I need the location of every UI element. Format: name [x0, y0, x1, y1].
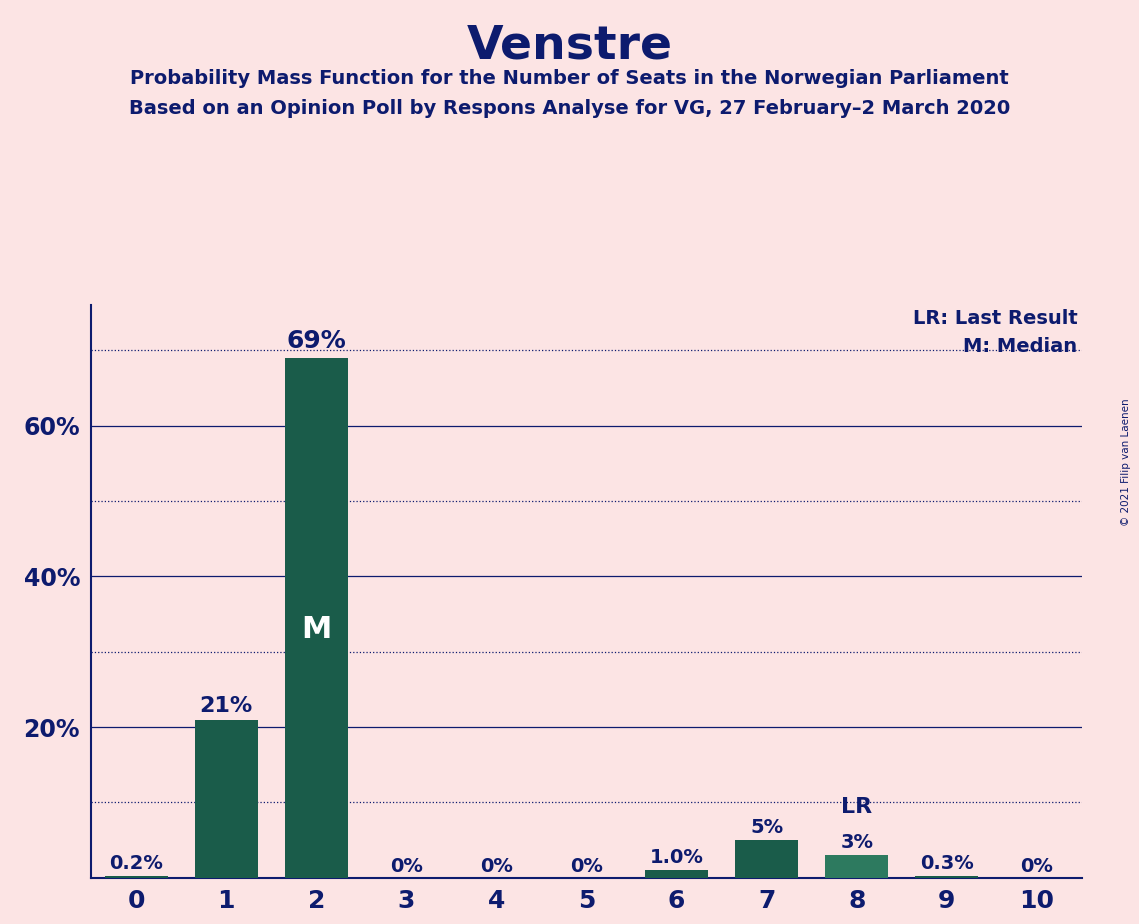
Text: 3%: 3%	[841, 833, 874, 852]
Text: 0%: 0%	[571, 857, 603, 876]
Text: 69%: 69%	[286, 329, 346, 353]
Text: 0%: 0%	[480, 857, 513, 876]
Bar	[195, 720, 257, 878]
Text: Probability Mass Function for the Number of Seats in the Norwegian Parliament: Probability Mass Function for the Number…	[130, 69, 1009, 89]
Text: Based on an Opinion Poll by Respons Analyse for VG, 27 February–2 March 2020: Based on an Opinion Poll by Respons Anal…	[129, 99, 1010, 118]
Bar	[645, 870, 708, 878]
Bar	[916, 876, 978, 878]
Text: 1.0%: 1.0%	[649, 848, 704, 868]
Text: Venstre: Venstre	[467, 23, 672, 68]
Bar	[105, 876, 167, 878]
Text: 5%: 5%	[751, 818, 784, 837]
Text: 0%: 0%	[1021, 857, 1054, 876]
Text: 0%: 0%	[390, 857, 423, 876]
Text: LR: Last Result: LR: Last Result	[912, 309, 1077, 328]
Bar	[826, 856, 888, 878]
Bar	[736, 840, 798, 878]
Text: M: M	[301, 614, 331, 643]
Text: 0.3%: 0.3%	[920, 854, 974, 872]
Bar	[285, 358, 347, 878]
Text: 0.2%: 0.2%	[109, 855, 163, 873]
Text: LR: LR	[842, 797, 872, 818]
Text: 21%: 21%	[199, 696, 253, 716]
Text: M: Median: M: Median	[964, 336, 1077, 356]
Text: © 2021 Filip van Laenen: © 2021 Filip van Laenen	[1121, 398, 1131, 526]
